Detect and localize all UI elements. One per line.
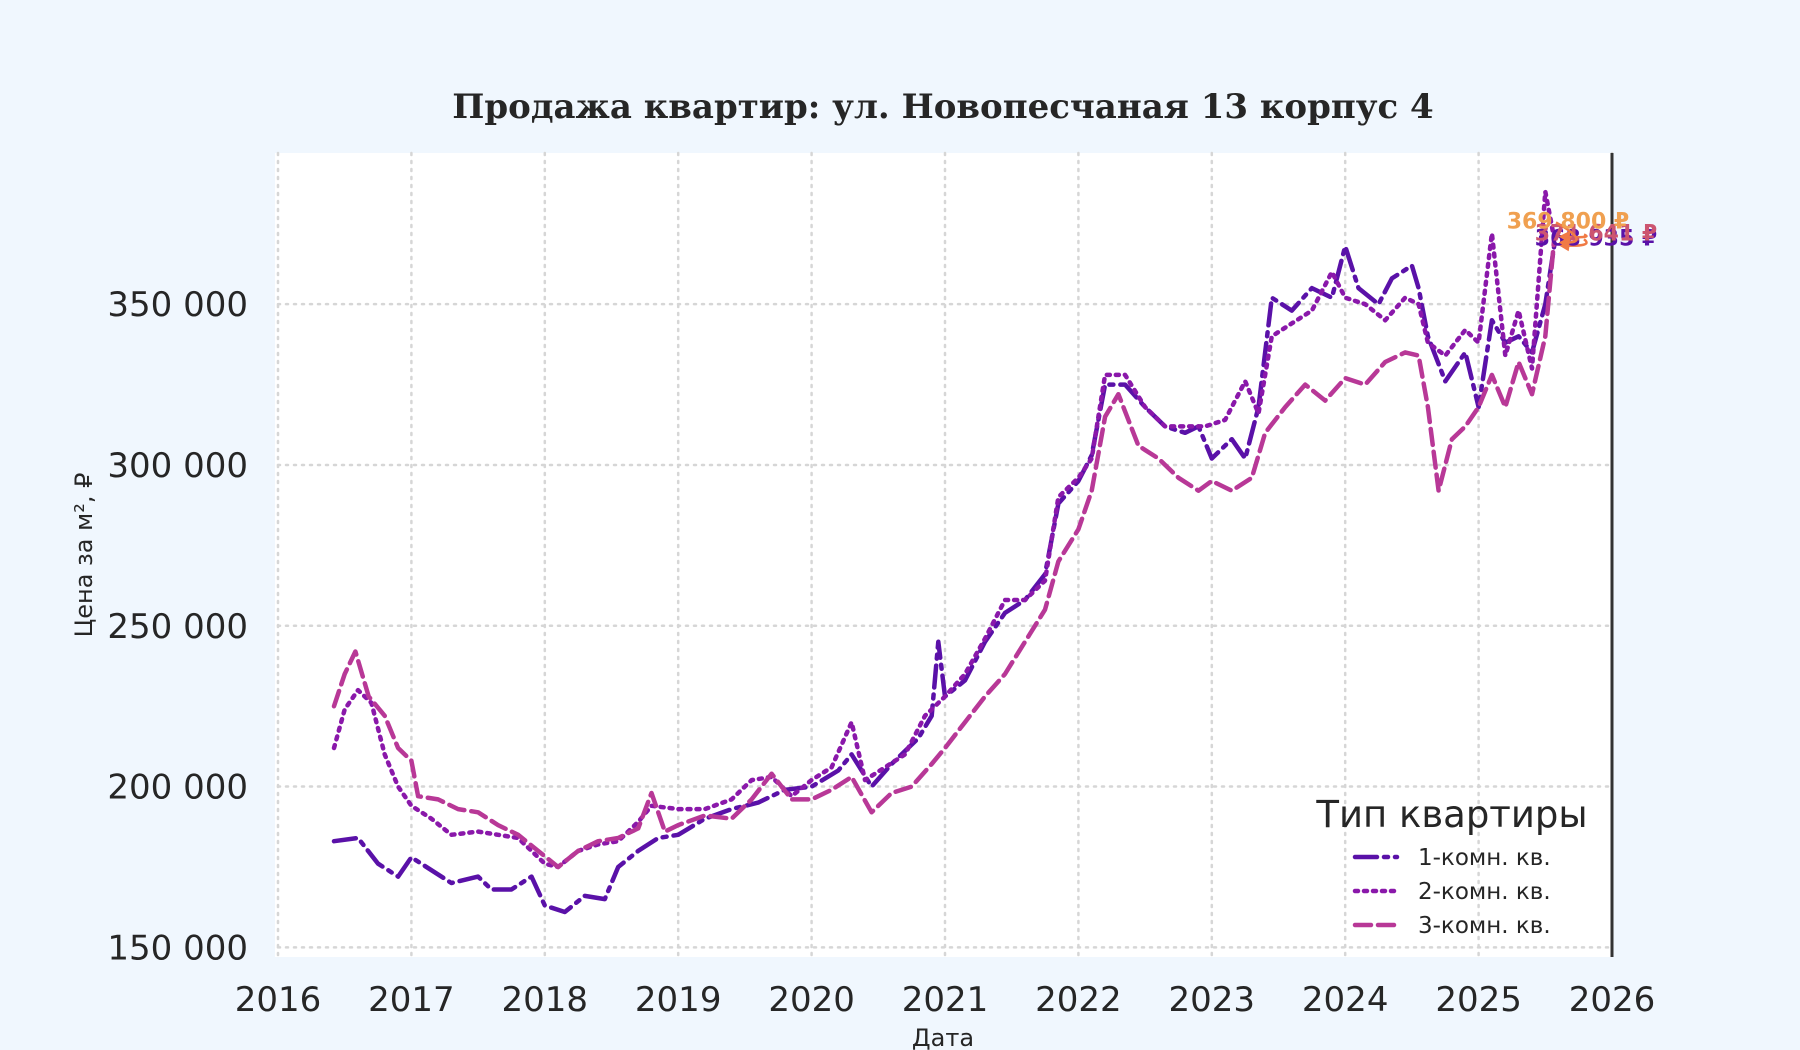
x-tick-label: 2024 (1302, 980, 1389, 1020)
x-tick-label: 2022 (1035, 980, 1122, 1020)
legend: Тип квартиры 1-комн. кв. 2-комн. кв. 3-ком… (1315, 793, 1587, 939)
chart-title: Продажа квартир: ул. Новопесчаная 13 кор… (452, 87, 1433, 127)
x-tick-label: 2026 (1569, 980, 1656, 1020)
end-label-arrowhead (1558, 236, 1571, 249)
series-line-2 (331, 189, 1557, 870)
y-tick-label: 200 000 (107, 768, 248, 808)
legend-title: Тип квартиры (1315, 793, 1587, 836)
y-tick-label: 300 000 (107, 446, 248, 486)
x-tick-label: 2016 (235, 980, 322, 1020)
end-label-1: 368 935 ₽ (1535, 226, 1657, 251)
y-tick-label: 350 000 (107, 285, 248, 325)
x-axis-label: Дата (912, 1024, 974, 1050)
end-labels: 368 935 ₽371 641 ₽369 800 ₽ (1507, 209, 1657, 252)
x-tick-label: 2017 (368, 980, 455, 1020)
x-tick-label: 2020 (768, 980, 855, 1020)
y-tick-label: 250 000 (107, 607, 248, 647)
x-tick-label: 2021 (902, 980, 989, 1020)
y-axis: 150 000 200 000 250 000 300 000 350 000 (107, 285, 248, 968)
legend-label-2: 2-комн. кв. (1418, 879, 1551, 905)
end-label-2: 369 800 ₽ (1507, 209, 1629, 234)
x-tick-label: 2023 (1169, 980, 1256, 1020)
series-line-3 (331, 232, 1557, 870)
series-group (331, 189, 1557, 915)
y-tick-label: 150 000 (107, 928, 248, 968)
grid (276, 151, 1614, 959)
plot-area (275, 153, 1612, 957)
x-tick-label: 2025 (1435, 980, 1522, 1020)
legend-label-1: 1-комн. кв. (1418, 845, 1551, 871)
x-axis: 2016 2017 2018 2019 2020 2021 2022 2023 2024 2025… (235, 980, 1656, 1020)
x-tick-label: 2019 (635, 980, 722, 1020)
x-tick-label: 2018 (502, 980, 589, 1020)
end-label-3: 371 641 ₽ (1535, 222, 1657, 247)
series-line-1 (331, 241, 1557, 915)
legend-label-3: 3-комн. кв. (1418, 913, 1551, 939)
y-axis-label: Цена за м², ₽ (70, 473, 98, 638)
